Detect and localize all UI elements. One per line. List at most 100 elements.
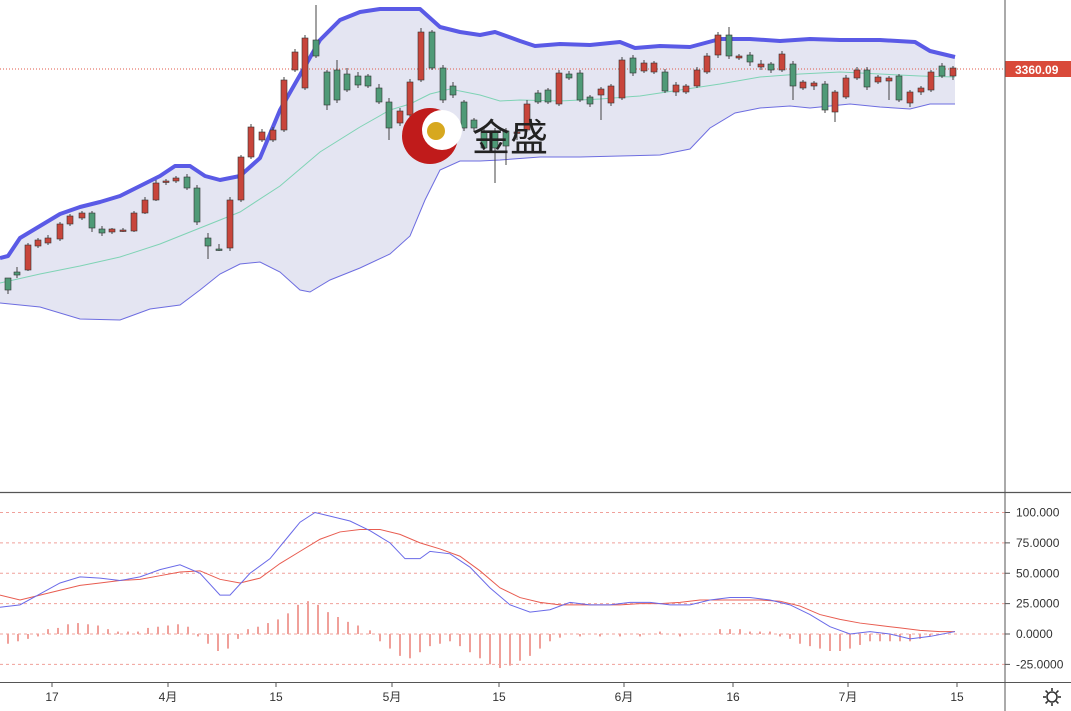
candle <box>226 197 234 251</box>
time-tick-label: 5月 <box>383 690 402 704</box>
time-tick-label: 15 <box>950 690 964 704</box>
candle <box>725 27 733 59</box>
candle <box>831 90 839 122</box>
candle <box>247 124 255 159</box>
time-tick-label: 16 <box>726 690 740 704</box>
candle <box>406 79 414 117</box>
time-axis[interactable]: 17 4月 15 5月 15 6月 16 7月 15 <box>45 682 964 704</box>
candle <box>439 65 447 103</box>
candle <box>172 176 180 183</box>
logo-watermark: 金盛 <box>402 108 548 164</box>
candle <box>927 70 935 92</box>
candle <box>491 128 499 183</box>
time-tick-label: 17 <box>45 690 59 704</box>
candle <box>874 75 882 84</box>
oscillator-lines <box>0 511 956 640</box>
candle <box>640 60 648 73</box>
candle <box>323 70 331 110</box>
oscillator-tick-label: 25.0000 <box>1016 597 1060 611</box>
band-lower-line <box>0 103 955 321</box>
candle <box>767 62 775 73</box>
candle <box>544 88 552 104</box>
candle <box>237 155 245 202</box>
time-tick-label: 15 <box>492 690 506 704</box>
last-price-tag <box>1005 61 1071 77</box>
candle <box>280 77 288 132</box>
candle <box>789 61 797 100</box>
candle <box>949 66 957 80</box>
candle <box>885 76 893 100</box>
candle <box>428 30 436 70</box>
candle <box>842 75 850 99</box>
candle <box>757 60 765 70</box>
candle <box>480 128 488 150</box>
candle <box>661 69 669 93</box>
candle <box>555 70 563 106</box>
oscillator-y-axis: 100.000 75.0000 50.0000 25.0000 0.0000 -25.00… <box>1005 506 1064 671</box>
candle <box>895 74 903 102</box>
candle <box>682 84 690 94</box>
candle <box>301 35 309 90</box>
candle <box>618 57 626 100</box>
candle <box>4 277 12 294</box>
oscillator-grid <box>0 512 1005 665</box>
candle <box>88 211 96 232</box>
candle <box>162 179 170 185</box>
oscillator-tick-label: 100.000 <box>1016 506 1060 520</box>
candle <box>215 244 223 251</box>
candle <box>141 197 149 214</box>
candle <box>152 180 160 201</box>
bollinger-bands <box>0 7 956 321</box>
candle <box>56 222 64 241</box>
candle <box>799 80 807 90</box>
candle <box>810 81 818 90</box>
settings-gear-icon[interactable] <box>1043 688 1061 706</box>
time-tick-label: 15 <box>269 690 283 704</box>
candle <box>938 63 946 78</box>
candle <box>586 95 594 107</box>
candle <box>565 71 573 80</box>
candle <box>343 68 351 92</box>
candle <box>703 53 711 74</box>
candle <box>735 54 743 60</box>
oscillator-tick-label: 50.0000 <box>1016 566 1060 580</box>
oscillator-slow-line <box>0 529 955 633</box>
oscillator-tick-label: 75.0000 <box>1016 536 1060 550</box>
band-middle-line <box>0 71 956 284</box>
candle <box>396 108 404 126</box>
candle <box>375 84 383 104</box>
candlesticks <box>4 5 957 294</box>
oscillator-tick-label: 0.0000 <box>1016 627 1053 641</box>
candle <box>258 129 266 142</box>
candle <box>417 28 425 82</box>
band-fill <box>0 9 955 320</box>
candle <box>821 81 829 113</box>
candle <box>364 74 372 88</box>
candle <box>502 128 510 165</box>
candle <box>714 32 722 58</box>
candle <box>863 67 871 90</box>
candle <box>312 5 320 58</box>
candle <box>44 235 52 245</box>
candle <box>385 98 393 140</box>
candle <box>746 52 754 66</box>
candle <box>693 67 701 88</box>
candle <box>34 238 42 248</box>
candle <box>78 211 86 220</box>
logo-gold-ball-icon <box>427 122 445 140</box>
candle <box>130 211 138 232</box>
oscillator-fast-line <box>0 511 956 640</box>
band-upper-line <box>0 7 956 260</box>
candle <box>354 72 362 88</box>
candle <box>917 86 925 95</box>
candle <box>333 60 341 103</box>
candle <box>906 90 914 107</box>
candle <box>672 82 680 96</box>
candle <box>534 90 542 104</box>
candle <box>204 233 212 259</box>
candle <box>853 67 861 80</box>
oscillator-histogram <box>7 601 931 669</box>
candle <box>98 226 106 236</box>
candle <box>460 100 468 131</box>
